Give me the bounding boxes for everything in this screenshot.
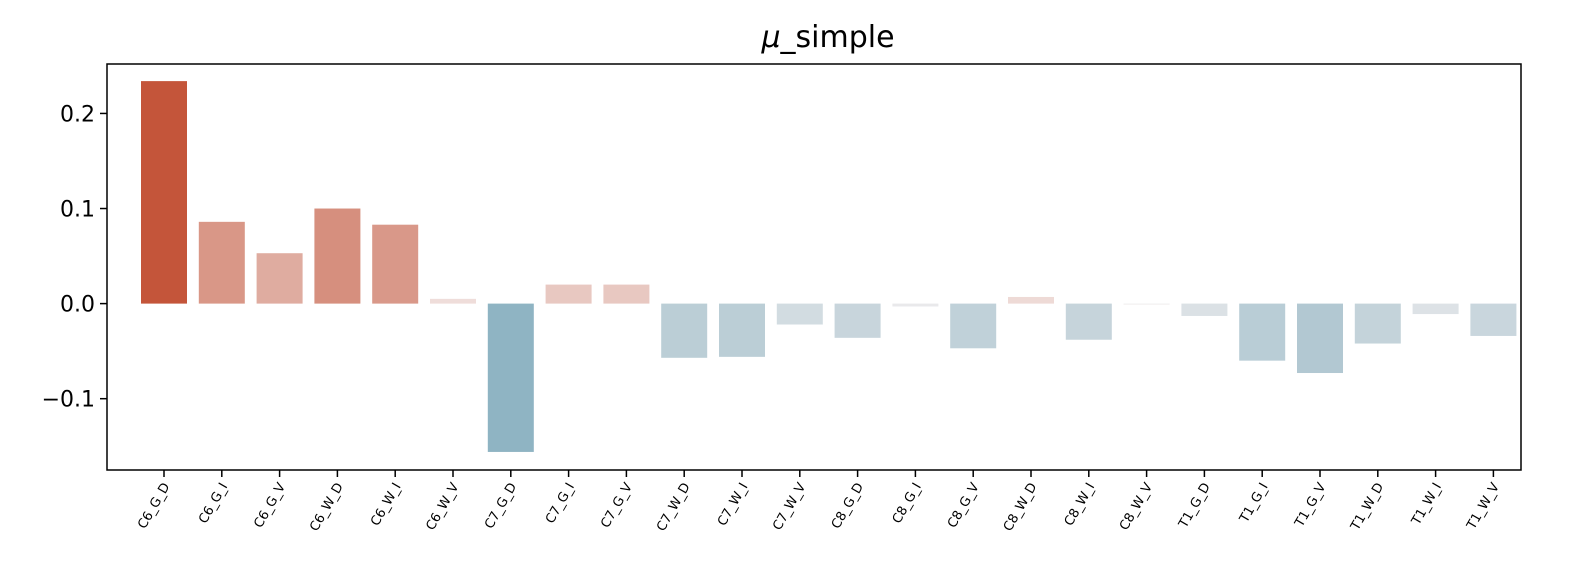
title-symbol: μ — [760, 20, 780, 55]
bar-c8-g-v — [950, 303, 997, 349]
x-tick-label: C8_G_V — [945, 480, 983, 530]
x-tick-label: C7_G_D — [482, 481, 520, 532]
x-tick-label: C6_G_V — [251, 480, 289, 530]
x-tick-label: C7_W_I — [715, 481, 752, 529]
x-tick-label: C6_W_V — [423, 480, 462, 533]
x-tick-label: C7_W_D — [654, 481, 694, 535]
bar-c7-w-v — [776, 303, 823, 325]
title-rest: _simple — [780, 20, 895, 55]
bar-t1-g-d — [1181, 303, 1228, 316]
bar-t1-g-i — [1239, 303, 1286, 361]
bar-c6-g-i — [198, 221, 245, 304]
x-axis: C6_G_D C6_G_I C6_G_V C6_W_D C6_W_I C6_W_V C7_G… — [135, 470, 1503, 534]
y-tick-label: −0.1 — [42, 388, 95, 413]
x-tick-label: T1_W_I — [1409, 481, 1445, 529]
x-tick-label: C6_W_I — [368, 481, 405, 529]
bar-t1-g-v — [1297, 303, 1343, 374]
bar-c6-w-d — [314, 208, 361, 304]
bar-c7-g-i — [545, 284, 592, 304]
bar-c8-w-i — [1065, 303, 1112, 340]
bar-c7-g-d — [487, 303, 534, 452]
y-tick-label: 0.1 — [60, 198, 95, 223]
bars-group — [141, 81, 1517, 452]
y-axis: −0.1 0.0 0.1 0.2 — [42, 102, 107, 413]
bar-c6-g-v — [256, 253, 303, 304]
x-tick-label: T1_G_V — [1292, 480, 1330, 530]
bar-c8-g-d — [834, 303, 881, 338]
x-tick-label: C7_G_V — [598, 480, 636, 530]
x-tick-label: C7_W_V — [770, 480, 809, 533]
x-tick-label: C6_G_D — [135, 481, 173, 532]
x-tick-label: C6_W_D — [307, 481, 347, 535]
x-tick-label: T1_W_V — [1464, 480, 1503, 533]
plot-frame — [106, 63, 1522, 471]
x-tick-label: C8_W_I — [1062, 481, 1099, 529]
bar-c7-w-d — [661, 303, 708, 358]
y-tick-label: 0.2 — [60, 102, 95, 127]
bar-c7-g-v — [603, 284, 650, 304]
bar-c8-w-v — [1123, 303, 1170, 305]
y-tick-label: 0.0 — [60, 293, 95, 318]
bar-c7-w-i — [719, 303, 765, 357]
x-tick-label: T1_G_I — [1237, 481, 1272, 527]
x-tick-label: C6_G_I — [196, 481, 231, 527]
x-tick-label: C8_W_V — [1117, 480, 1156, 533]
bar-c6-w-v — [430, 298, 476, 304]
bar-c8-g-i — [892, 303, 939, 307]
bar-t1-w-i — [1412, 303, 1459, 315]
x-tick-label: C8_W_D — [1001, 481, 1041, 535]
x-tick-label: C8_G_I — [890, 481, 925, 527]
bar-t1-w-d — [1354, 303, 1401, 344]
x-tick-label: T1_W_D — [1348, 481, 1388, 534]
x-tick-label: C7_G_I — [543, 481, 578, 527]
x-tick-label: C8_G_D — [829, 481, 867, 532]
chart-title: μ_simple — [760, 20, 894, 55]
bar-c6-g-d — [141, 81, 187, 304]
x-tick-label: T1_G_D — [1176, 481, 1214, 532]
bar-t1-w-v — [1470, 303, 1517, 336]
bar-c6-w-i — [372, 224, 419, 304]
bar-c8-w-d — [1008, 296, 1054, 304]
